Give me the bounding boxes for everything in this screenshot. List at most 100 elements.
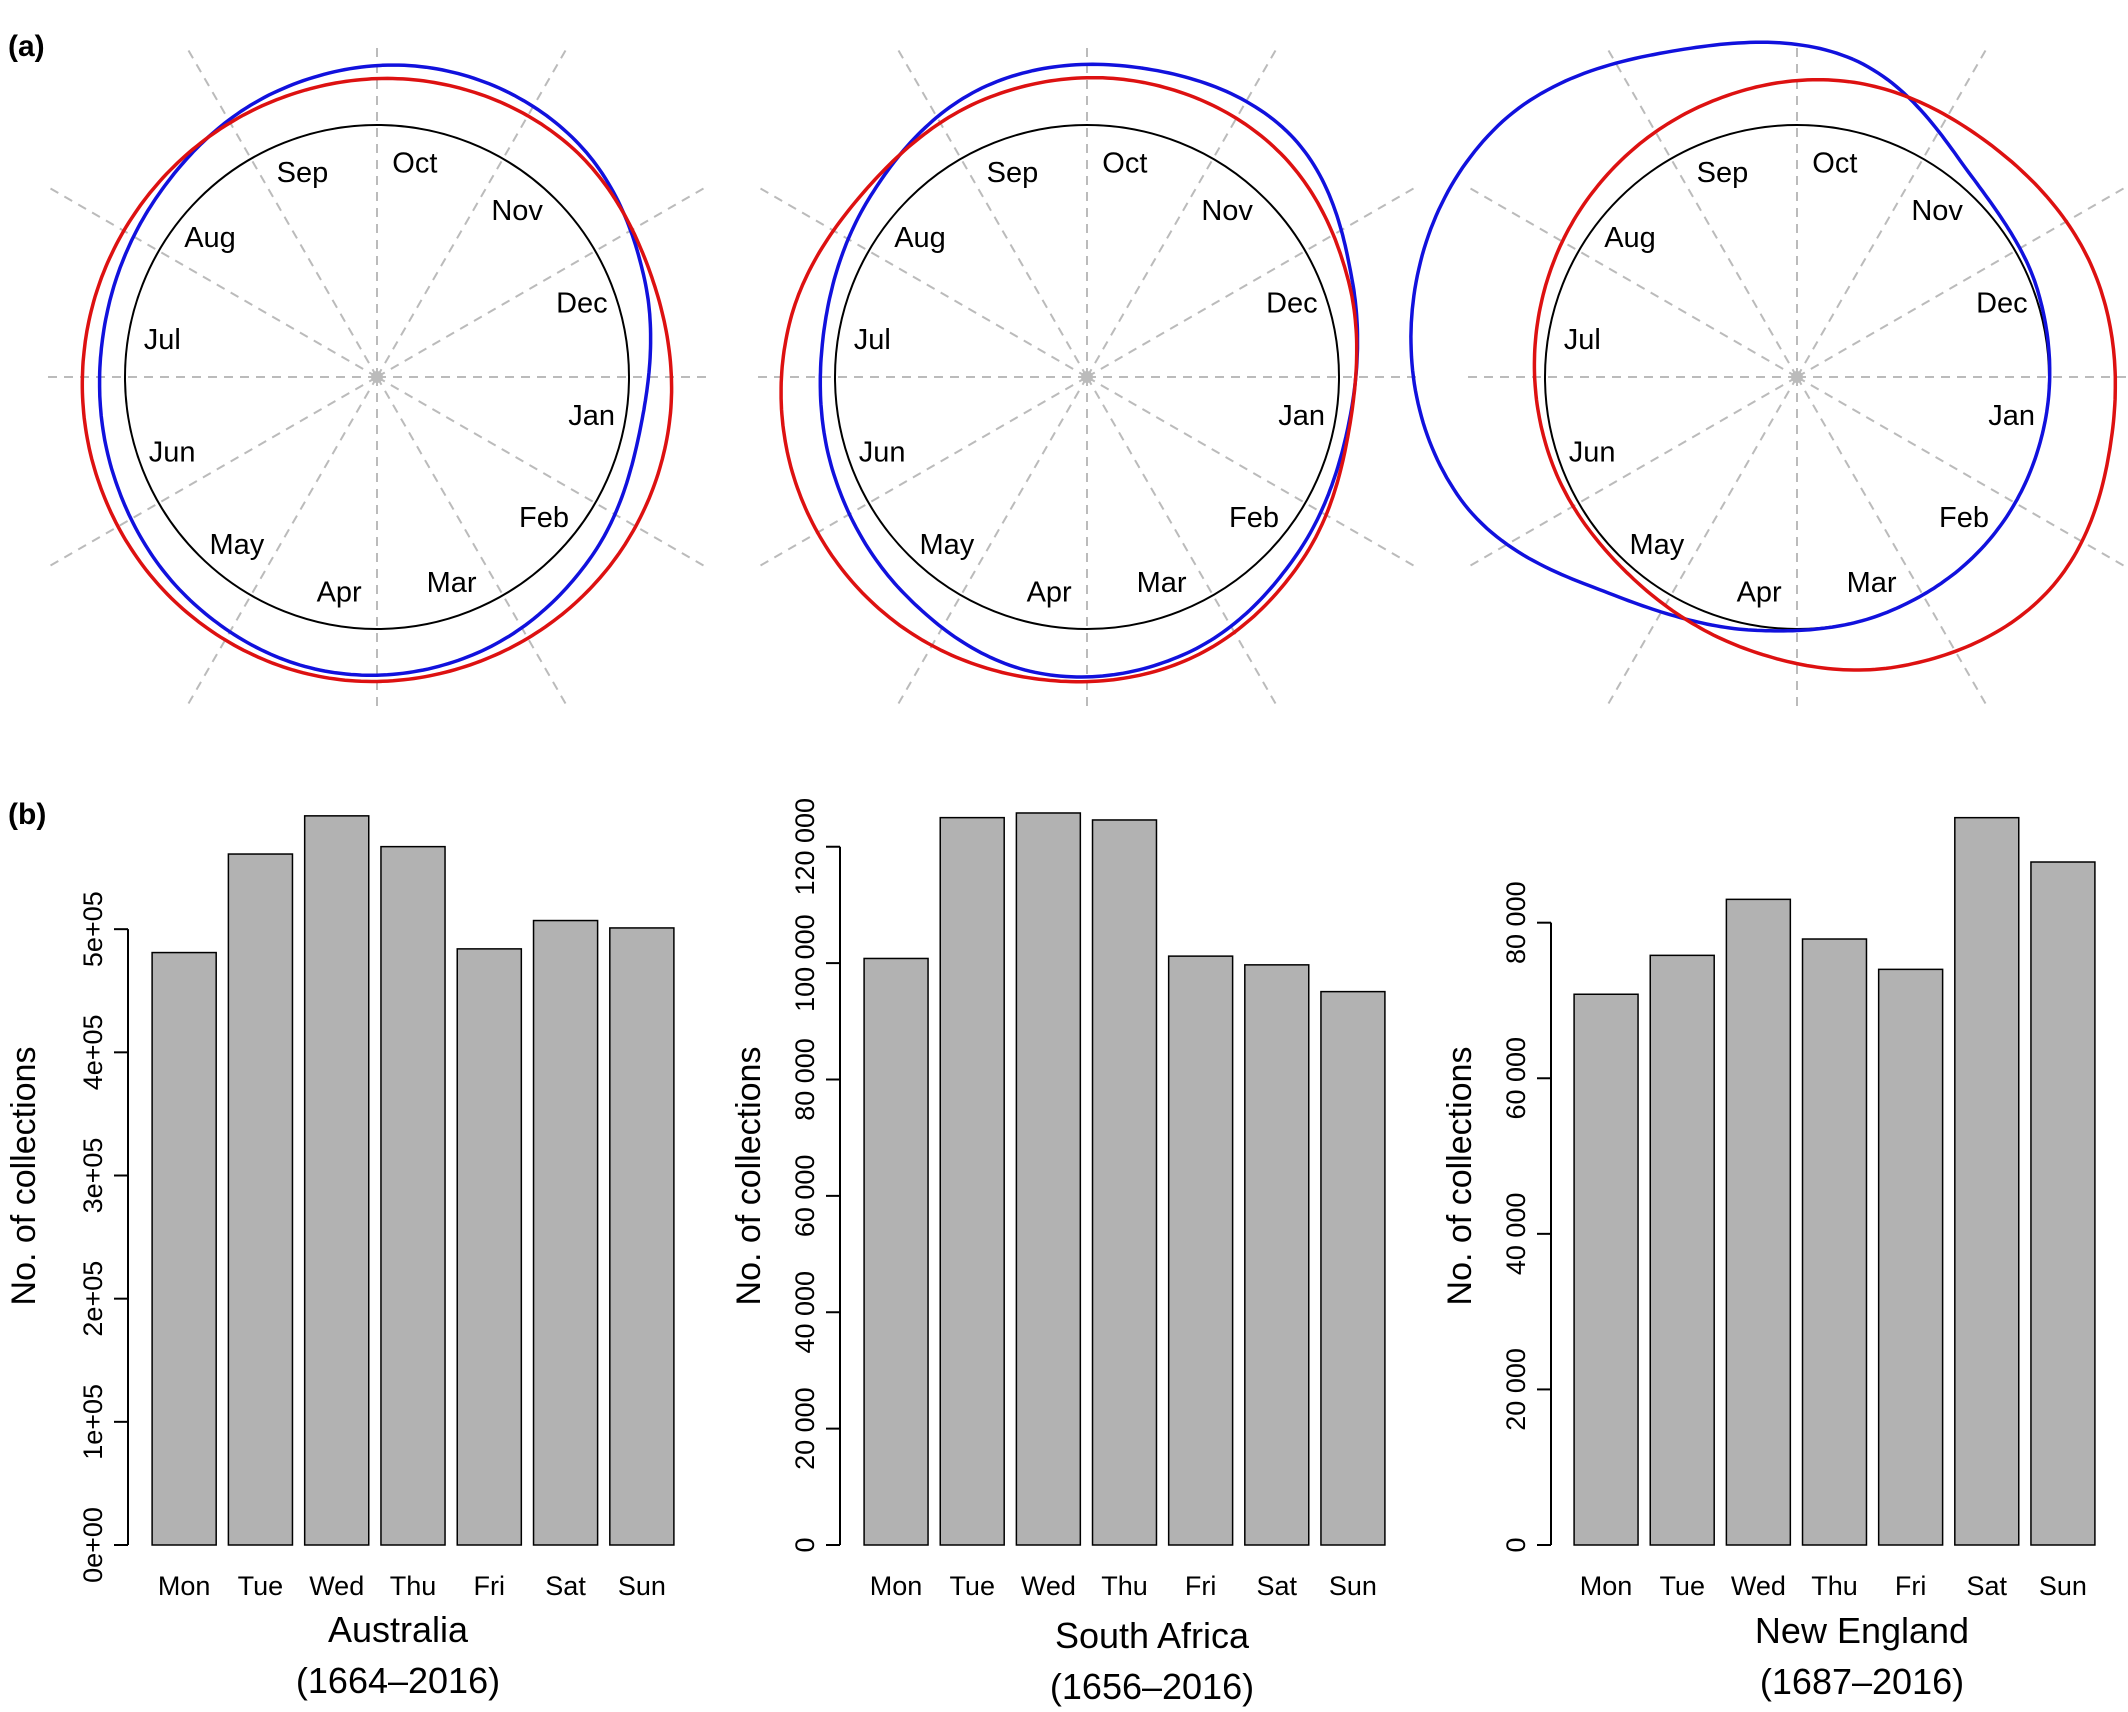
month-label: Jul — [1564, 324, 1601, 356]
bar-chart-new-england: New England (1687–2016) Mon Tue Wed Thu Fri S… — [1441, 816, 2096, 1702]
month-label: Jan — [568, 400, 615, 432]
x-tick-label: Sat — [545, 1571, 586, 1601]
period-label: (1664–2016) — [296, 1660, 500, 1701]
month-label: Dec — [1976, 287, 2028, 319]
month-label: Jul — [144, 324, 181, 356]
y-tick-label: 80 000 — [790, 1038, 820, 1121]
y-tick-label: 40 000 — [790, 1271, 820, 1354]
month-label: Nov — [1201, 195, 1253, 227]
x-tick-label: Fri — [474, 1571, 505, 1601]
month-label: Jul — [854, 324, 891, 356]
guide-spoke — [1796, 376, 2127, 568]
y-tick-label: 2e+05 — [78, 1261, 108, 1337]
bar-chart-south-africa: South Africa (1656–2016) Mon Tue Wed Thu Fri… — [730, 798, 1386, 1707]
period-label: (1656–2016) — [1050, 1666, 1254, 1707]
month-label: Sep — [987, 157, 1039, 189]
x-tick-label: Tue — [1659, 1571, 1705, 1601]
guide-spoke — [376, 376, 707, 568]
bar-sat — [1954, 816, 2020, 1546]
bar-chart-australia: Australia (1664–2016) Mon Tue Wed Thu Fri Sat… — [5, 815, 675, 1701]
x-tick-label: Wed — [309, 1571, 364, 1601]
month-label: Oct — [1102, 147, 1147, 179]
bar-sun — [609, 927, 675, 1546]
month-label: Jun — [1569, 437, 1616, 469]
guide-spoke — [47, 186, 378, 378]
radial-chart-australia: Oct Nov Dec Jan Feb Mar Apr May Jun Jul Aug Sep — [47, 47, 707, 707]
guide-spoke — [1086, 376, 1417, 568]
month-label: Oct — [392, 147, 437, 179]
guide-spoke — [757, 186, 1088, 378]
x-tick-label: Thu — [1811, 1571, 1858, 1601]
month-label: Feb — [1939, 502, 1989, 534]
bar-wed — [1725, 898, 1792, 1546]
density-curve-red — [1532, 77, 2118, 672]
y-tick-label: 1e+05 — [78, 1384, 108, 1460]
x-tick-label: Mon — [870, 1571, 923, 1601]
guide-spoke — [1796, 376, 1988, 707]
x-tick-label: Mon — [1580, 1571, 1633, 1601]
month-label: May — [1629, 529, 1684, 561]
bar-sun — [2030, 861, 2096, 1546]
month-label: Mar — [1137, 567, 1187, 599]
month-label: Apr — [1027, 577, 1072, 609]
y-tick-label: 120 000 — [790, 798, 820, 896]
bar-fri — [456, 948, 523, 1546]
x-tick-label: Wed — [1021, 1571, 1076, 1601]
bar-mon — [151, 951, 217, 1546]
panel-label-a: (a) — [8, 30, 45, 63]
density-curve-red — [80, 76, 674, 684]
bar-fri — [1877, 968, 1944, 1546]
region-label: New England — [1755, 1610, 1969, 1651]
x-tick-label: Sat — [1257, 1571, 1298, 1601]
month-label: Oct — [1812, 147, 1857, 179]
x-tick-label: Fri — [1185, 1571, 1216, 1601]
y-tick-label: 80 000 — [1501, 881, 1531, 964]
x-tick-label: Wed — [1731, 1571, 1786, 1601]
month-label: Mar — [1847, 567, 1897, 599]
month-label: May — [919, 529, 974, 561]
month-ring — [124, 124, 630, 630]
bar-wed — [303, 815, 370, 1546]
month-label: Nov — [491, 195, 543, 227]
y-tick-label: 20 000 — [790, 1387, 820, 1470]
y-tick-label: 0e+00 — [78, 1507, 108, 1583]
guide-spoke — [1606, 47, 1798, 378]
bar-fri — [1167, 955, 1234, 1546]
month-label: Feb — [519, 502, 569, 534]
month-label: Mar — [427, 567, 477, 599]
x-tick-label: Sat — [1967, 1571, 2008, 1601]
month-label: Aug — [894, 222, 946, 254]
center-dot — [1791, 371, 1803, 383]
month-label: Jan — [1278, 400, 1325, 432]
center-dot — [1081, 371, 1093, 383]
month-label: Sep — [277, 157, 329, 189]
y-tick-label: 60 000 — [790, 1155, 820, 1238]
x-tick-label: Thu — [1101, 1571, 1148, 1601]
bar-tue — [1649, 954, 1715, 1546]
month-label: Dec — [556, 287, 608, 319]
month-label: Aug — [184, 222, 236, 254]
bar-tue — [939, 816, 1005, 1546]
y-tick-label: 100 000 — [790, 914, 820, 1012]
y-axis-title: No. of collections — [5, 1047, 43, 1306]
bar-thu — [1801, 938, 1868, 1546]
y-tick-label: 20 000 — [1501, 1348, 1531, 1431]
month-label: Jun — [149, 437, 196, 469]
period-label: (1687–2016) — [1760, 1661, 1964, 1702]
month-label: Jun — [859, 437, 906, 469]
month-label: May — [209, 529, 264, 561]
region-label: Australia — [328, 1609, 469, 1650]
y-axis-title: No. of collections — [1441, 1047, 1479, 1306]
y-tick-label: 3e+05 — [78, 1138, 108, 1214]
month-label: Apr — [317, 577, 362, 609]
y-tick-label: 40 000 — [1501, 1193, 1531, 1276]
y-tick-label: 60 000 — [1501, 1037, 1531, 1120]
density-curve-blue — [97, 63, 653, 678]
density-curve-blue — [818, 62, 1360, 679]
density-curve-red — [779, 75, 1359, 684]
bar-sat — [532, 919, 599, 1546]
month-label: Aug — [1604, 222, 1656, 254]
x-tick-label: Tue — [238, 1571, 284, 1601]
x-tick-label: Sun — [618, 1571, 666, 1601]
